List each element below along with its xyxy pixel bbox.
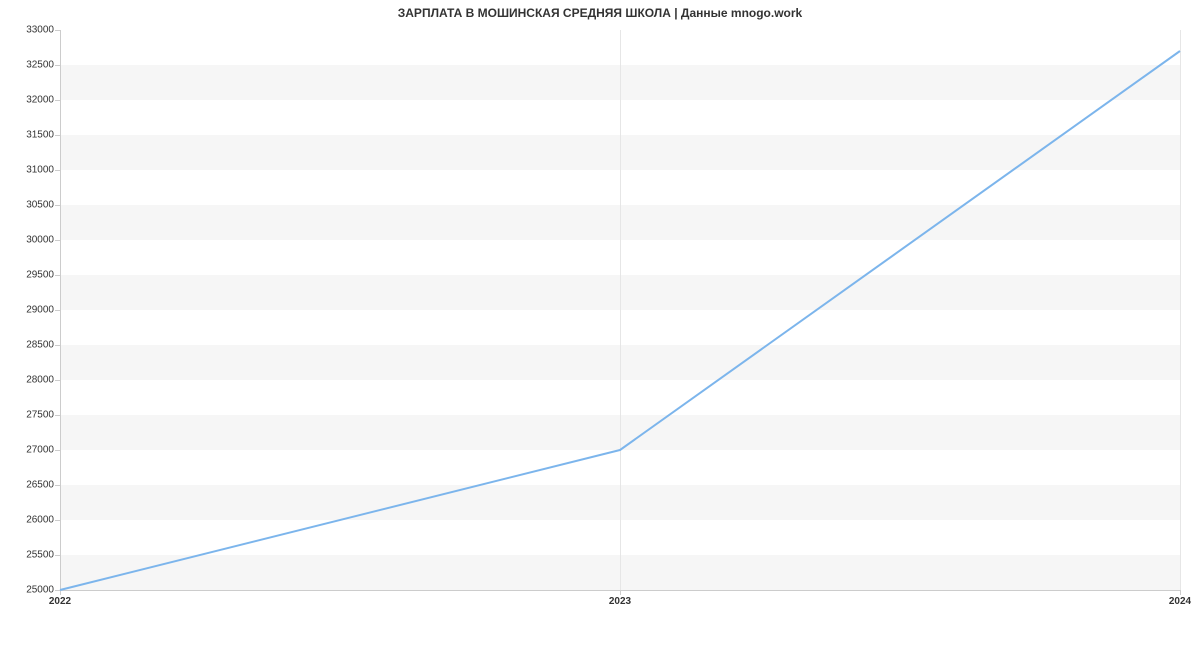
y-tick-label: 29500: [26, 270, 54, 281]
y-tick-label: 33000: [26, 25, 54, 36]
y-tick-label: 31000: [26, 165, 54, 176]
x-tick-mark: [1180, 590, 1181, 595]
y-tick-label: 25000: [26, 585, 54, 596]
y-tick-label: 29000: [26, 305, 54, 316]
y-tick-label: 32000: [26, 95, 54, 106]
y-tick-label: 26000: [26, 515, 54, 526]
y-tick-label: 32500: [26, 60, 54, 71]
y-tick-label: 28500: [26, 340, 54, 351]
chart-title: ЗАРПЛАТА В МОШИНСКАЯ СРЕДНЯЯ ШКОЛА | Дан…: [0, 6, 1200, 20]
x-grid-line: [1180, 30, 1181, 590]
x-tick-label: 2022: [49, 596, 71, 607]
y-tick-label: 30500: [26, 200, 54, 211]
x-tick-label: 2023: [609, 596, 631, 607]
y-tick-label: 31500: [26, 130, 54, 141]
y-tick-label: 26500: [26, 480, 54, 491]
series-layer: [60, 30, 1180, 590]
x-tick-label: 2024: [1169, 596, 1191, 607]
y-tick-label: 30000: [26, 235, 54, 246]
y-tick-label: 27500: [26, 410, 54, 421]
y-tick-label: 25500: [26, 550, 54, 561]
y-tick-label: 28000: [26, 375, 54, 386]
x-axis-line: [60, 590, 1180, 591]
y-tick-label: 27000: [26, 445, 54, 456]
series-line-salary: [60, 51, 1180, 590]
chart-container: ЗАРПЛАТА В МОШИНСКАЯ СРЕДНЯЯ ШКОЛА | Дан…: [0, 0, 1200, 650]
plot-area: 2500025500260002650027000275002800028500…: [60, 30, 1180, 590]
